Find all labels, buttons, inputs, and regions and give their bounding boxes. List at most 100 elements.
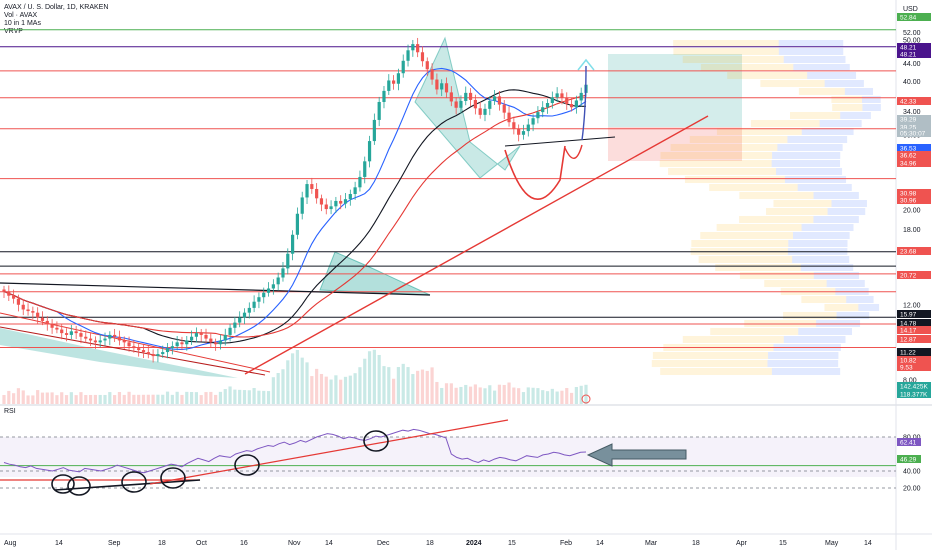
candle-body[interactable]: [526, 124, 530, 132]
candle-body[interactable]: [45, 320, 49, 325]
handle-curve[interactable]: [564, 144, 583, 159]
candle-body[interactable]: [315, 188, 319, 199]
rsi-circle-4[interactable]: [160, 467, 186, 489]
candle-body[interactable]: [286, 253, 290, 269]
candle-body[interactable]: [12, 295, 16, 299]
candle-body[interactable]: [180, 342, 184, 345]
currency-label[interactable]: USD: [903, 6, 918, 13]
candle-body[interactable]: [185, 340, 189, 345]
candle-body[interactable]: [50, 324, 54, 328]
candle-body[interactable]: [579, 92, 583, 101]
candle-body[interactable]: [55, 327, 59, 330]
candle-body[interactable]: [21, 304, 25, 310]
candle-body[interactable]: [189, 336, 194, 341]
candle-body[interactable]: [478, 108, 482, 115]
candle-body[interactable]: [16, 298, 21, 305]
candlesticks[interactable]: [2, 37, 588, 363]
rsi-circle-2[interactable]: [67, 476, 91, 496]
candle-body[interactable]: [488, 100, 492, 109]
candle-body[interactable]: [266, 288, 271, 293]
rsi-circle-1[interactable]: [51, 474, 75, 494]
candle-body[interactable]: [517, 128, 521, 135]
candle-body[interactable]: [430, 69, 434, 80]
candle-body[interactable]: [290, 234, 295, 254]
candle-body[interactable]: [411, 44, 415, 51]
candle-body[interactable]: [146, 352, 150, 355]
candle-body[interactable]: [310, 184, 314, 189]
candle-body[interactable]: [555, 93, 559, 98]
long-position-profit-zone[interactable]: [608, 54, 742, 127]
candle-body[interactable]: [214, 342, 218, 345]
candle-body[interactable]: [257, 297, 261, 302]
time-axis[interactable]: Aug 14 Sep 18 Oct 16 Nov 14 Dec 18 2024 15 Feb 14 Mar 1…: [4, 540, 872, 547]
candle-body[interactable]: [329, 206, 333, 210]
candle-body[interactable]: [493, 96, 497, 101]
candle-body[interactable]: [108, 334, 112, 339]
trendlines[interactable]: [0, 115, 709, 376]
candle-body[interactable]: [252, 301, 256, 308]
rsi-arrow-icon[interactable]: [586, 443, 687, 467]
candle-body[interactable]: [276, 277, 280, 285]
horizontal-levels[interactable]: [0, 29, 896, 349]
candle-body[interactable]: [459, 100, 463, 108]
candle-body[interactable]: [7, 291, 11, 296]
candle-body[interactable]: [132, 346, 136, 349]
candle-body[interactable]: [343, 199, 348, 204]
candle-body[interactable]: [36, 312, 40, 318]
candle-body[interactable]: [137, 348, 141, 351]
long-position-loss-zone[interactable]: [608, 127, 742, 161]
vrvp-legend[interactable]: VRVP: [4, 28, 23, 35]
candle-body[interactable]: [324, 204, 328, 210]
candle-body[interactable]: [26, 309, 30, 312]
candle-body[interactable]: [204, 334, 208, 339]
candle-body[interactable]: [103, 338, 107, 341]
candle-body[interactable]: [93, 340, 97, 343]
candle-body[interactable]: [156, 354, 160, 357]
candle-body[interactable]: [545, 103, 550, 108]
candle-body[interactable]: [295, 213, 300, 235]
candle-body[interactable]: [2, 289, 6, 292]
cup-curve[interactable]: [504, 145, 566, 200]
candle-body[interactable]: [84, 336, 88, 339]
candle-body[interactable]: [560, 93, 564, 98]
candle-body[interactable]: [79, 333, 83, 337]
candle-body[interactable]: [60, 329, 64, 334]
candle-body[interactable]: [141, 350, 146, 353]
candle-body[interactable]: [507, 112, 511, 123]
symbol-legend[interactable]: AVAX / U. S. Dollar, 1D, KRAKEN: [4, 4, 109, 11]
candle-body[interactable]: [319, 198, 324, 205]
candle-body[interactable]: [464, 92, 468, 101]
candle-body[interactable]: [151, 354, 155, 357]
candle-body[interactable]: [334, 200, 338, 207]
candle-body[interactable]: [574, 100, 578, 108]
candle-body[interactable]: [440, 83, 444, 90]
candle-body[interactable]: [228, 327, 232, 335]
candle-body[interactable]: [339, 200, 343, 204]
candle-body[interactable]: [247, 307, 251, 313]
candle-body[interactable]: [165, 348, 170, 353]
candle-body[interactable]: [262, 292, 266, 298]
candle-body[interactable]: [372, 119, 376, 142]
candle-body[interactable]: [425, 61, 429, 70]
pennant-pattern[interactable]: [414, 36, 521, 179]
rsi-circle-6[interactable]: [363, 430, 389, 452]
candle-body[interactable]: [209, 338, 213, 343]
candle-body[interactable]: [541, 107, 545, 113]
candle-body[interactable]: [98, 340, 102, 343]
volume-legend[interactable]: Vol · AVAX: [4, 12, 38, 19]
candle-body[interactable]: [536, 112, 540, 119]
candle-body[interactable]: [40, 317, 45, 321]
candle-body[interactable]: [300, 197, 304, 214]
candle-body[interactable]: [449, 92, 453, 102]
candle-body[interactable]: [218, 340, 223, 345]
candle-body[interactable]: [113, 334, 117, 337]
candle-body[interactable]: [531, 118, 535, 125]
candle-body[interactable]: [387, 80, 391, 91]
candle-body[interactable]: [305, 184, 309, 198]
ascending-support-line[interactable]: [244, 115, 709, 375]
candle-body[interactable]: [420, 52, 425, 62]
candle-body[interactable]: [512, 122, 516, 129]
candle-body[interactable]: [396, 73, 401, 84]
candle-body[interactable]: [521, 131, 526, 135]
